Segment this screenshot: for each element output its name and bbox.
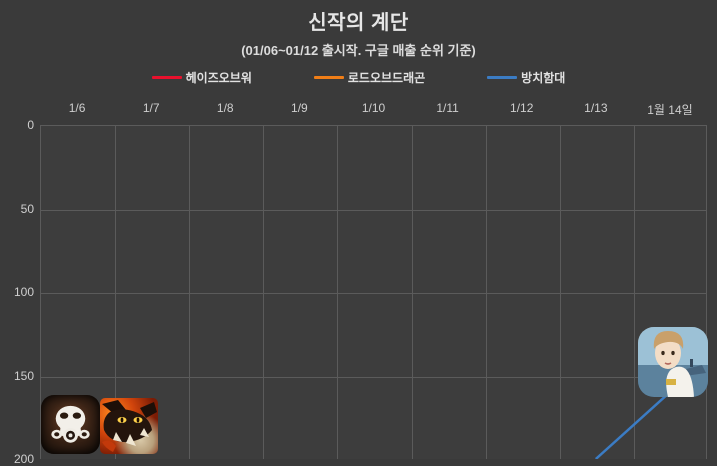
gridline-vertical — [115, 126, 117, 459]
x-axis-tick-label: 1/11 — [436, 101, 459, 115]
gridline-vertical — [337, 126, 339, 459]
legend-item[interactable]: 방치함대 — [487, 69, 565, 86]
chart-subtitle: (01/06~01/12 출시작. 구글 매출 순위 기준) — [241, 43, 476, 58]
legend-label: 헤이즈오브워 — [185, 71, 252, 85]
chart-legend: 헤이즈오브워 로드오브드래곤 방치함대 — [0, 69, 717, 86]
chart-title: 신작의 계단 — [308, 12, 409, 34]
legend-color-swatch — [151, 76, 182, 79]
naval-officer-icon — [638, 327, 708, 397]
legend-color-swatch — [313, 76, 344, 79]
gas-mask-icon — [51, 405, 90, 443]
x-axis-tick-label: 1/10 — [361, 101, 386, 115]
gridline-horizontal — [41, 376, 706, 378]
fleet-game-icon[interactable] — [638, 327, 708, 397]
legend-item[interactable]: 로드오브드래곤 — [313, 69, 426, 86]
legend-item[interactable]: 헤이즈오브워 — [151, 69, 252, 86]
gridline-vertical — [485, 126, 487, 459]
dragon-game-icon[interactable] — [100, 398, 158, 454]
gridline-horizontal — [41, 293, 706, 294]
gridline-vertical — [263, 126, 265, 459]
y-axis-tick-label: 150 — [13, 368, 34, 383]
x-axis-tick-label: 1월 14일 — [647, 103, 693, 117]
legend-label: 방치함대 — [521, 71, 566, 85]
y-axis-tick-label: 50 — [20, 201, 34, 216]
x-axis-tick-label: 1/9 — [291, 101, 308, 115]
y-axis-tick-label: 0 — [27, 118, 34, 132]
gridline-vertical — [559, 126, 561, 459]
gridline-vertical — [189, 126, 191, 459]
dragon-head-icon — [102, 400, 157, 452]
gridline-horizontal — [41, 209, 706, 211]
x-axis-tick-label: 1/12 — [510, 101, 534, 115]
y-axis-tick-label: 100 — [13, 285, 34, 299]
x-axis-tick-label: 1/7 — [142, 101, 160, 115]
gas-mask-game-icon[interactable] — [41, 395, 100, 454]
x-axis-tick-label: 1/8 — [216, 101, 234, 115]
gridline-vertical — [411, 126, 413, 459]
x-axis-tick-label: 1/6 — [68, 101, 86, 115]
gridline-vertical — [633, 126, 635, 459]
y-axis-tick-label: 200 — [13, 452, 34, 466]
x-axis-tick-label: 1/13 — [584, 101, 608, 115]
legend-color-swatch — [487, 76, 518, 79]
legend-label: 로드오브드래곤 — [347, 71, 426, 85]
